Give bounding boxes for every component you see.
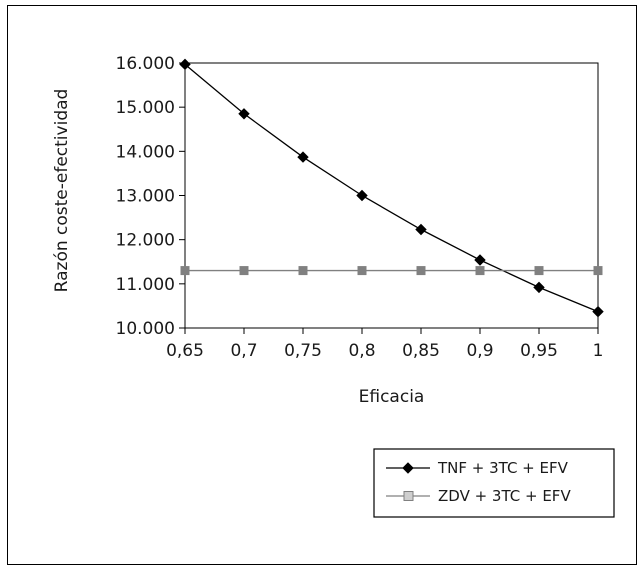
legend: TNF + 3TC + EFV ZDV + 3TC + EFV <box>373 448 615 518</box>
x-tick-label: 0,75 <box>284 341 322 361</box>
series-1 <box>179 58 604 318</box>
data-point <box>593 266 603 276</box>
line-chart: 10.000 11.000 12.000 13.000 14.000 15.000 16.0… <box>52 54 615 518</box>
series-layer <box>179 58 604 318</box>
data-point <box>533 281 545 294</box>
tick-labels: 10.000 11.000 12.000 13.000 14.000 15.000 16.0… <box>116 54 604 361</box>
y-tick-label: 13.000 <box>116 187 175 207</box>
y-tick-label: 12.000 <box>116 231 175 251</box>
data-point <box>238 108 250 120</box>
data-point <box>357 266 367 276</box>
legend-item: ZDV + 3TC + EFV <box>386 487 571 505</box>
data-point <box>297 151 309 163</box>
data-point <box>180 266 190 276</box>
data-point <box>298 266 308 276</box>
y-tick-label: 16.000 <box>116 54 175 74</box>
legend-marker <box>403 491 414 501</box>
data-point <box>239 266 249 276</box>
x-tick-label: 0,7 <box>230 341 257 361</box>
x-axis-title: Eficacia <box>359 387 425 407</box>
series-line <box>184 63 599 313</box>
x-tick-label: 0,95 <box>520 341 558 361</box>
data-point <box>475 266 485 276</box>
x-tick-label: 0,65 <box>166 341 204 361</box>
data-point <box>415 223 427 236</box>
y-tick-label: 11.000 <box>116 275 175 295</box>
x-tick-label: 1 <box>593 341 604 361</box>
y-axis-title: Razón coste-efectividad <box>52 89 72 293</box>
legend-label: ZDV + 3TC + EFV <box>438 487 571 505</box>
y-tick-label: 14.000 <box>116 142 175 162</box>
series-2 <box>180 266 603 276</box>
legend-box <box>373 448 615 518</box>
data-point <box>356 189 368 202</box>
data-point <box>179 58 191 71</box>
legend-label: TNF + 3TC + EFV <box>437 459 569 477</box>
legend-item: TNF + 3TC + EFV <box>386 459 569 477</box>
axes <box>179 62 599 334</box>
data-point <box>416 266 426 276</box>
y-tick-label: 10.000 <box>116 319 175 339</box>
legend-marker <box>402 462 414 474</box>
data-point <box>592 305 604 318</box>
x-tick-label: 0,85 <box>402 341 440 361</box>
data-point <box>474 254 486 266</box>
x-tick-label: 0,8 <box>348 341 375 361</box>
data-point <box>534 266 544 276</box>
y-tick-label: 15.000 <box>116 98 175 118</box>
x-tick-label: 0,9 <box>466 341 493 361</box>
